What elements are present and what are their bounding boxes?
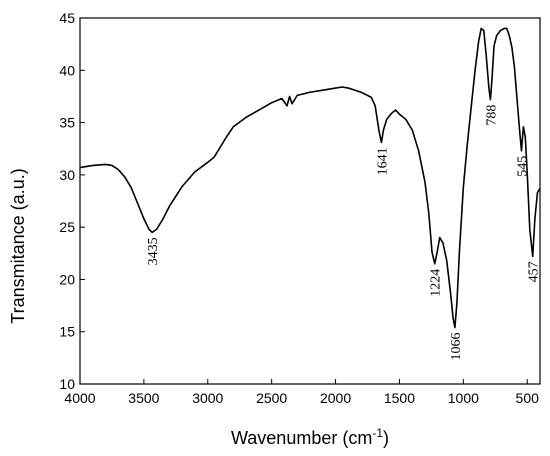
y-tick-label: 15 xyxy=(59,324,75,340)
peak-label-1066: 1066 xyxy=(449,333,464,361)
y-tick-label: 40 xyxy=(59,62,75,78)
plot-area: 4000 3500 3000 2500 2000 1500 1000 500 10 15 20 25 3… xyxy=(59,10,541,406)
x-tick-label: 3000 xyxy=(192,390,223,406)
x-axis-label-exponent: -1 xyxy=(372,426,383,440)
y-tick-label: 25 xyxy=(59,219,75,235)
x-tick-label: 1000 xyxy=(448,390,479,406)
peak-label-3435: 3435 xyxy=(146,237,161,265)
x-tick-label: 4000 xyxy=(64,390,95,406)
y-tick-label: 45 xyxy=(59,10,75,26)
x-tick-label: 2000 xyxy=(320,390,351,406)
y-tick-label: 20 xyxy=(59,271,75,287)
y-tick-label: 30 xyxy=(59,167,75,183)
peak-label-545: 545 xyxy=(516,156,531,177)
peak-label-1224: 1224 xyxy=(429,269,444,297)
x-axis-label-suffix: ) xyxy=(383,428,389,448)
spectrum-line xyxy=(79,27,541,329)
x-tick-label: 3500 xyxy=(128,390,159,406)
x-tick-label: 500 xyxy=(516,390,540,406)
x-axis-label: Wavenumber (cm-1) xyxy=(231,426,389,448)
plot-frame xyxy=(79,17,541,385)
peak-label-457: 457 xyxy=(527,261,542,282)
y-axis-label: Transmitance (a.u.) xyxy=(8,168,28,323)
x-tick-label: 1500 xyxy=(384,390,415,406)
peak-label-788: 788 xyxy=(484,105,499,126)
y-tick-label: 10 xyxy=(59,376,75,392)
peak-label-1641: 1641 xyxy=(375,147,390,175)
x-tick-label: 2500 xyxy=(256,390,287,406)
x-axis-label-text: Wavenumber (cm xyxy=(231,428,372,448)
y-tick-label: 35 xyxy=(59,115,75,131)
